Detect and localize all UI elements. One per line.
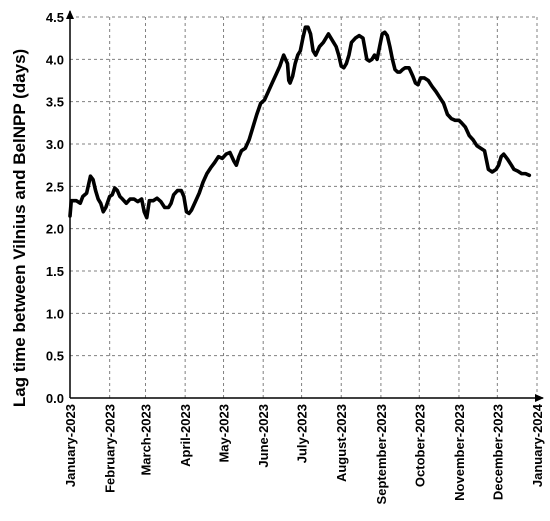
- x-axis-arrow: [535, 394, 544, 402]
- x-tick-labels: January-2023 February-2023 March-2023 April…: [63, 403, 545, 504]
- y-axis-arrow: [66, 10, 74, 19]
- x-tick-label: December-2023: [490, 404, 505, 500]
- x-tick-label: August-2023: [334, 404, 349, 482]
- y-tick-label: 2.5: [46, 179, 64, 194]
- x-tick-label: April-2023: [178, 404, 193, 467]
- axes: [66, 10, 544, 402]
- y-tick-label: 2.0: [46, 222, 64, 237]
- y-tick-label: 1.0: [46, 306, 64, 321]
- y-tick-labels: 0.0 0.5 1.0 1.5 2.0 2.5 3.0 3.5 4.0 4.5: [46, 10, 64, 406]
- x-tick-label: July-2023: [295, 404, 310, 463]
- y-tick-label: 3.5: [46, 95, 64, 110]
- y-axis-label: Lag time between Vilnius and BelNPP (day…: [10, 49, 29, 407]
- series-line: [68, 25, 532, 220]
- x-tick-label: November-2023: [452, 404, 467, 501]
- y-tick-label: 3.0: [46, 137, 64, 152]
- y-tick-label: 1.5: [46, 264, 64, 279]
- y-tick-label: 0.5: [46, 349, 64, 364]
- x-tick-label: September-2023: [374, 404, 389, 504]
- grid: [70, 16, 538, 398]
- x-tick-label: January-2023: [63, 404, 78, 487]
- series-layer: [68, 25, 532, 220]
- y-tick-label: 4.5: [46, 10, 64, 25]
- x-tick-label: February-2023: [103, 404, 118, 493]
- x-tick-label: January-2024: [530, 403, 545, 487]
- x-tick-label: May-2023: [217, 404, 232, 463]
- x-tick-label: June-2023: [256, 404, 271, 468]
- y-tick-label: 0.0: [46, 391, 64, 406]
- x-tick-label: March-2023: [138, 404, 153, 476]
- x-tick-label: October-2023: [412, 404, 427, 487]
- y-tick-label: 4.0: [46, 52, 64, 67]
